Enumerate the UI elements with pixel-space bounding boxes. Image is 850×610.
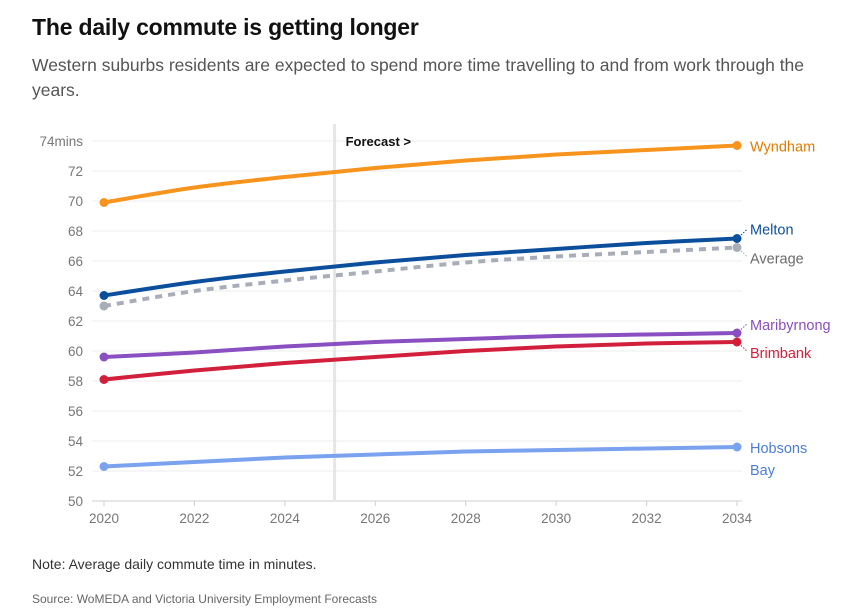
series-start-point-wyndham [99, 198, 109, 207]
y-tick-label: 58 [68, 374, 83, 389]
y-tick-label: 74mins [39, 134, 83, 149]
series-end-point-brimbank [732, 337, 742, 347]
y-tick-label: 62 [68, 314, 83, 329]
series-label-brimbank: Brimbank [750, 346, 812, 362]
series-line-melton [102, 236, 739, 298]
x-tick-label: 2028 [451, 511, 481, 526]
chart-source: Source: WoMEDA and Victoria University E… [32, 592, 378, 606]
series-label-maribyrnong: Maribyrnong [750, 318, 831, 334]
chart-note: Note: Average daily commute time in minu… [32, 556, 317, 572]
y-tick-label: 50 [68, 494, 83, 509]
series-label-hobsons-bay: Hobsons Bay [750, 441, 807, 479]
x-tick-label: 2022 [179, 511, 209, 526]
series-end-point-hobsons-bay [732, 442, 742, 452]
series-line-maribyrnong [102, 331, 739, 359]
y-tick-label: 72 [68, 164, 83, 179]
series-start-point-maribyrnong [99, 352, 109, 362]
series-start-point-brimbank [99, 375, 109, 384]
axes: 50 52 54 56 58 60 62 64 66 68 70 72 74mins 2020 2022 20… [39, 134, 752, 526]
line-chart: Forecast > 50 52 54 56 58 60 62 64 66 68 70 72 74min… [39, 124, 831, 526]
x-tick-label: 2030 [541, 511, 571, 526]
series-start-point-average [99, 301, 109, 311]
series-line-hobsons-bay [102, 445, 739, 469]
series-label-average: Average [750, 252, 804, 268]
y-tick-label: 68 [68, 224, 83, 239]
series-label-line: Bay [750, 463, 776, 479]
x-tick-label: 2034 [722, 511, 753, 526]
series-label-melton: Melton [750, 223, 794, 239]
forecast-label: Forecast > [346, 134, 412, 149]
series-end-point-melton [732, 234, 742, 243]
series-end-point-wyndham [732, 141, 742, 150]
chart-subtitle: Western suburbs residents are expected t… [32, 55, 805, 100]
series-labels: Wyndham Melton Average Maribyrnong Brimbank H… [740, 140, 831, 479]
series-end-point-maribyrnong [732, 328, 742, 338]
y-tick-label: 60 [68, 344, 83, 359]
x-tick-label: 2024 [270, 511, 301, 526]
series-lines [99, 141, 742, 471]
series-leader-melton [740, 229, 748, 236]
y-tick-label: 64 [68, 284, 84, 299]
series-label-line: Hobsons [750, 441, 807, 457]
y-tick-label: 66 [68, 254, 83, 269]
series-leader-maribyrnong [740, 323, 748, 330]
y-tick-label: 56 [68, 404, 83, 419]
y-tick-label: 54 [68, 434, 84, 449]
series-label-wyndham: Wyndham [750, 140, 815, 156]
y-tick-label: 52 [68, 464, 83, 479]
series-line-average [103, 245, 738, 308]
forecast-marker: Forecast > [333, 124, 412, 501]
chart-title: The daily commute is getting longer [32, 14, 419, 40]
x-tick-label: 2020 [89, 511, 119, 526]
series-end-point-average [732, 243, 742, 252]
y-tick-label: 70 [68, 194, 83, 209]
x-tick-label: 2026 [360, 511, 390, 526]
x-tick-label: 2032 [632, 511, 662, 526]
series-leader-brimbank [740, 345, 748, 352]
series-start-point-hobsons-bay [99, 462, 109, 471]
series-start-point-melton [99, 291, 109, 300]
series-line-wyndham [102, 143, 739, 205]
series-line-brimbank [102, 340, 739, 382]
series-leader-average [740, 250, 748, 257]
